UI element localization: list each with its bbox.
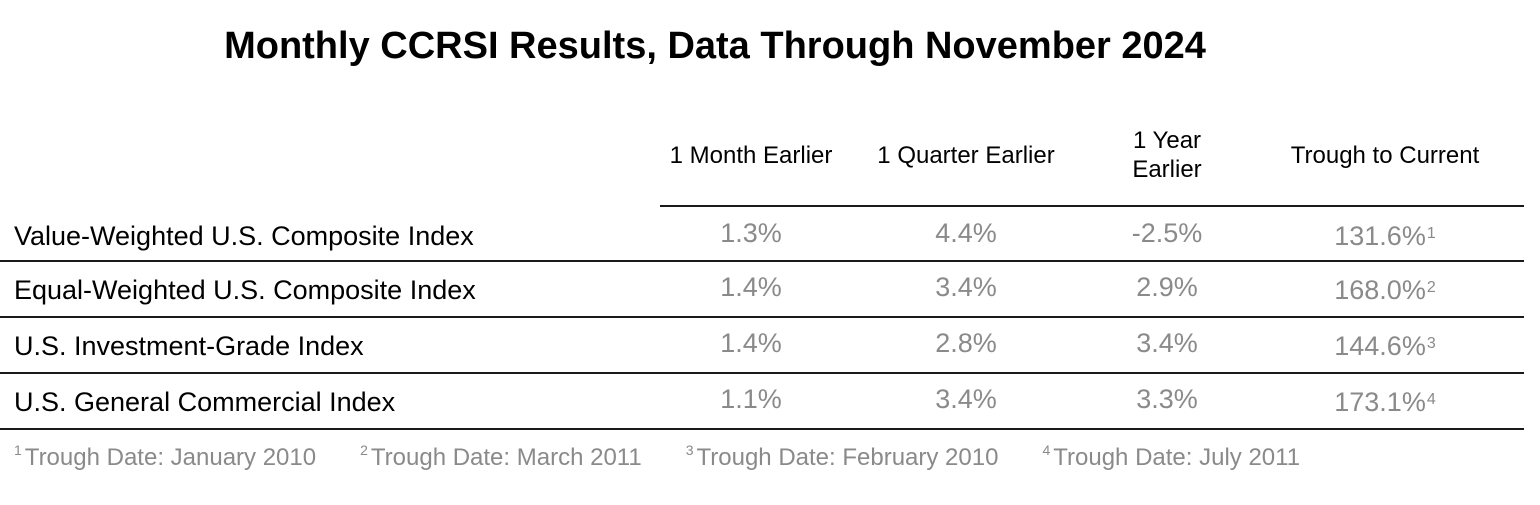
row-divider	[0, 316, 1524, 318]
cell-value: 144.6%	[1334, 330, 1426, 361]
column-header-1-month: 1 Month Earlier	[636, 122, 866, 188]
table-title: Monthly CCRSI Results, Data Through Nove…	[224, 25, 1206, 67]
cell-trough-to-current: 131.6% 1	[1270, 209, 1500, 263]
cell-1-year: 3.4%	[1136, 327, 1198, 358]
footnote-text: Trough Date: July 2011	[1053, 444, 1301, 471]
column-header-1-quarter: 1 Quarter Earlier	[851, 122, 1081, 188]
cell-1-month: 1.1%	[720, 383, 782, 414]
column-header-label: Trough to Current	[1290, 141, 1480, 169]
row-label-value-weighted: Value-Weighted U.S. Composite Index	[14, 221, 474, 251]
cell-1-quarter: 2.8%	[935, 327, 997, 358]
footnote-marker: 4	[1426, 391, 1436, 408]
cell-1-year: -2.5%	[1131, 217, 1203, 248]
cell-1-year: 2.9%	[1136, 271, 1198, 302]
cell-trough-to-current: 168.0% 2	[1270, 263, 1500, 317]
footnote-number: 1	[14, 442, 22, 458]
footnote-number: 3	[685, 442, 694, 458]
cell-value: 168.0%	[1334, 274, 1426, 305]
row-label-investment-grade: U.S. Investment-Grade Index	[14, 331, 364, 361]
footnote-text: Trough Date: February 2010	[696, 444, 999, 471]
cell-1-quarter: 4.4%	[935, 217, 997, 248]
cell-1-year: 3.3%	[1136, 383, 1198, 414]
footnote-text: Trough Date: March 2011	[370, 444, 642, 471]
cell-trough-to-current: 173.1% 4	[1270, 375, 1500, 429]
row-label-general-commercial: U.S. General Commercial Index	[14, 387, 396, 417]
footnote-text: Trough Date: January 2010	[24, 444, 317, 471]
column-header-label: 1 Month Earlier	[669, 141, 833, 169]
row-divider	[0, 372, 1524, 374]
footnote-2: 2 Trough Date: March 2011	[360, 442, 642, 472]
column-header-1-year: 1 Year Earlier	[1052, 122, 1282, 188]
cell-value: 173.1%	[1334, 386, 1426, 417]
row-label-equal-weighted: Equal-Weighted U.S. Composite Index	[14, 275, 476, 305]
cell-1-month: 1.3%	[720, 217, 782, 248]
cell-1-quarter: 3.4%	[935, 271, 997, 302]
footnote-1: 1 Trough Date: January 2010	[14, 442, 317, 472]
footnote-number: 4	[1042, 442, 1051, 458]
cell-trough-to-current: 144.6% 3	[1270, 319, 1500, 373]
footnote-3: 3 Trough Date: February 2010	[685, 442, 999, 472]
footnote-marker: 1	[1426, 225, 1436, 242]
footnotes: 1 Trough Date: January 2010 2 Trough Date:…	[14, 442, 1344, 472]
cell-1-quarter: 3.4%	[935, 383, 997, 414]
cell-1-month: 1.4%	[720, 271, 782, 302]
header-divider	[660, 205, 1524, 207]
footnote-marker: 3	[1426, 335, 1436, 352]
column-header-label-line1: 1 Year	[1132, 127, 1202, 154]
footnote-4: 4 Trough Date: July 2011	[1042, 442, 1301, 472]
cell-1-month: 1.4%	[720, 327, 782, 358]
cell-value: 131.6%	[1334, 220, 1426, 251]
footnote-number: 2	[360, 442, 368, 458]
footnote-marker: 2	[1426, 279, 1436, 296]
table-bottom-rule	[0, 428, 1524, 430]
column-header-trough-to-current: Trough to Current	[1270, 122, 1500, 188]
row-divider	[0, 260, 1524, 262]
column-header-label: 1 Quarter Earlier	[877, 141, 1055, 169]
column-header-label-line2: Earlier	[1132, 156, 1202, 183]
